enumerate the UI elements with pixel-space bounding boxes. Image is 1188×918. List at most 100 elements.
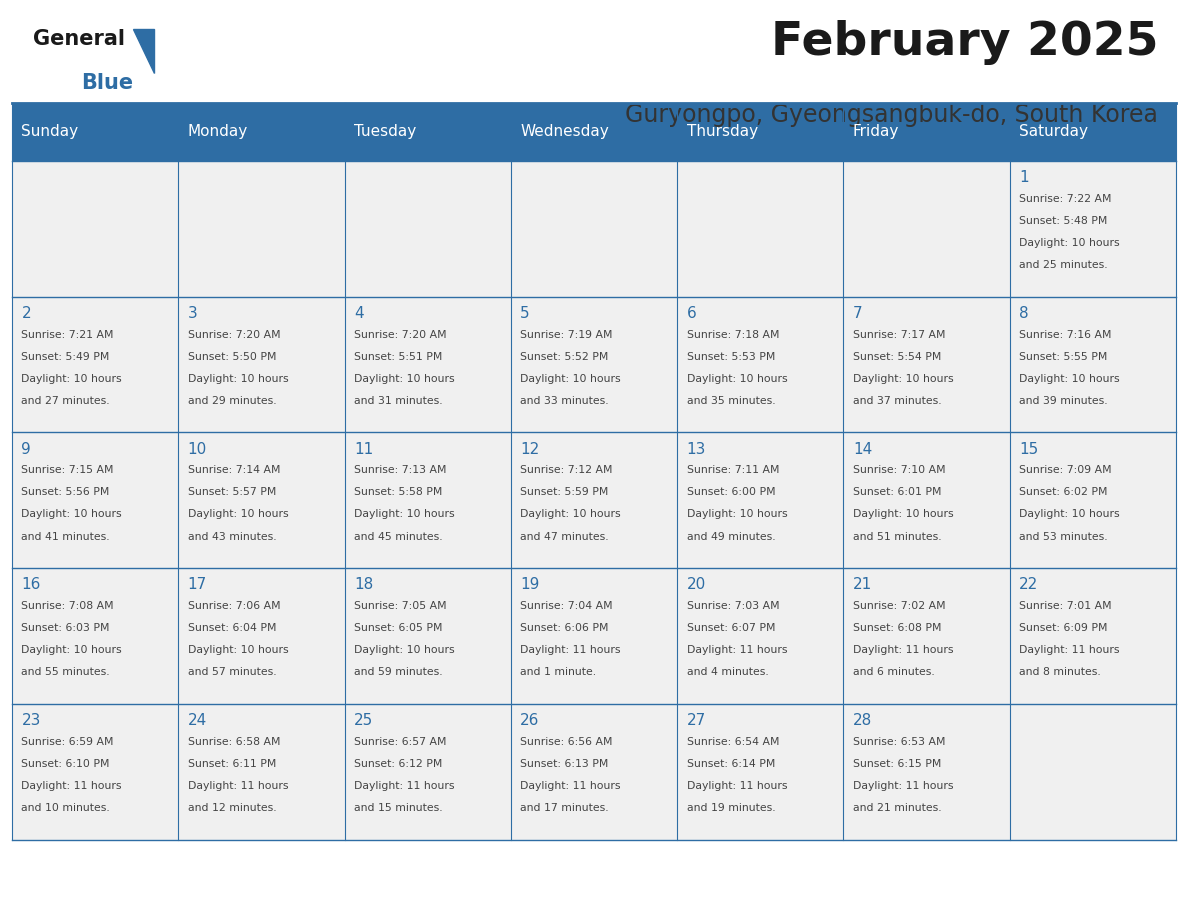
Text: Sunrise: 6:58 AM: Sunrise: 6:58 AM xyxy=(188,737,280,747)
Bar xyxy=(843,432,1010,568)
Text: Sunrise: 6:59 AM: Sunrise: 6:59 AM xyxy=(21,737,114,747)
Bar xyxy=(1010,568,1176,704)
Text: Sunset: 5:50 PM: Sunset: 5:50 PM xyxy=(188,352,276,362)
Bar xyxy=(511,432,677,568)
Text: Sunrise: 7:16 AM: Sunrise: 7:16 AM xyxy=(1019,330,1112,340)
Text: Daylight: 10 hours: Daylight: 10 hours xyxy=(21,645,122,655)
Text: Sunrise: 7:09 AM: Sunrise: 7:09 AM xyxy=(1019,465,1112,476)
Bar xyxy=(178,103,345,161)
Text: Sunset: 6:13 PM: Sunset: 6:13 PM xyxy=(520,759,608,769)
Text: and 27 minutes.: and 27 minutes. xyxy=(21,396,110,406)
Text: Daylight: 10 hours: Daylight: 10 hours xyxy=(853,509,954,520)
Text: Saturday: Saturday xyxy=(1019,124,1088,140)
Text: Sunset: 6:00 PM: Sunset: 6:00 PM xyxy=(687,487,776,498)
Text: Daylight: 10 hours: Daylight: 10 hours xyxy=(520,509,621,520)
Text: Daylight: 10 hours: Daylight: 10 hours xyxy=(1019,238,1120,248)
Text: Sunrise: 7:20 AM: Sunrise: 7:20 AM xyxy=(188,330,280,340)
Text: Sunset: 6:07 PM: Sunset: 6:07 PM xyxy=(687,623,775,633)
Text: Sunrise: 7:21 AM: Sunrise: 7:21 AM xyxy=(21,330,114,340)
Bar xyxy=(511,161,677,297)
Text: Sunrise: 6:56 AM: Sunrise: 6:56 AM xyxy=(520,737,613,747)
Bar xyxy=(178,704,345,840)
Text: 13: 13 xyxy=(687,442,706,456)
Text: and 35 minutes.: and 35 minutes. xyxy=(687,396,776,406)
Bar xyxy=(345,704,511,840)
Bar xyxy=(178,432,345,568)
Text: and 43 minutes.: and 43 minutes. xyxy=(188,532,277,542)
Bar xyxy=(1010,432,1176,568)
Text: 25: 25 xyxy=(354,713,373,728)
Text: and 59 minutes.: and 59 minutes. xyxy=(354,667,443,677)
Text: Daylight: 11 hours: Daylight: 11 hours xyxy=(520,781,621,791)
Bar xyxy=(12,704,178,840)
Text: Sunset: 6:02 PM: Sunset: 6:02 PM xyxy=(1019,487,1107,498)
Text: Daylight: 10 hours: Daylight: 10 hours xyxy=(21,509,122,520)
Text: Sunset: 6:09 PM: Sunset: 6:09 PM xyxy=(1019,623,1107,633)
Text: Sunrise: 7:12 AM: Sunrise: 7:12 AM xyxy=(520,465,613,476)
Bar xyxy=(345,432,511,568)
Text: Daylight: 10 hours: Daylight: 10 hours xyxy=(188,374,289,384)
Text: Sunrise: 6:54 AM: Sunrise: 6:54 AM xyxy=(687,737,779,747)
Text: Wednesday: Wednesday xyxy=(520,124,609,140)
Bar xyxy=(843,704,1010,840)
Bar xyxy=(12,161,178,297)
Text: Sunset: 5:57 PM: Sunset: 5:57 PM xyxy=(188,487,276,498)
Text: Daylight: 10 hours: Daylight: 10 hours xyxy=(21,374,122,384)
Bar xyxy=(677,432,843,568)
Bar xyxy=(345,161,511,297)
Text: Friday: Friday xyxy=(853,124,899,140)
Text: 20: 20 xyxy=(687,577,706,592)
Text: Sunset: 5:51 PM: Sunset: 5:51 PM xyxy=(354,352,442,362)
Text: and 21 minutes.: and 21 minutes. xyxy=(853,803,942,813)
Text: Sunset: 6:06 PM: Sunset: 6:06 PM xyxy=(520,623,608,633)
Text: 24: 24 xyxy=(188,713,207,728)
Text: Daylight: 10 hours: Daylight: 10 hours xyxy=(687,509,788,520)
Bar xyxy=(843,103,1010,161)
Text: Daylight: 11 hours: Daylight: 11 hours xyxy=(853,645,954,655)
Text: Daylight: 11 hours: Daylight: 11 hours xyxy=(687,781,788,791)
Bar xyxy=(1010,297,1176,432)
Text: 19: 19 xyxy=(520,577,539,592)
Bar xyxy=(843,568,1010,704)
Text: Sunset: 5:48 PM: Sunset: 5:48 PM xyxy=(1019,216,1107,226)
Text: and 10 minutes.: and 10 minutes. xyxy=(21,803,110,813)
Text: Sunset: 6:04 PM: Sunset: 6:04 PM xyxy=(188,623,276,633)
Text: Daylight: 10 hours: Daylight: 10 hours xyxy=(1019,509,1120,520)
Text: 3: 3 xyxy=(188,306,197,320)
Text: 11: 11 xyxy=(354,442,373,456)
Text: Sunrise: 7:20 AM: Sunrise: 7:20 AM xyxy=(354,330,447,340)
Text: Sunset: 5:53 PM: Sunset: 5:53 PM xyxy=(687,352,775,362)
Text: and 6 minutes.: and 6 minutes. xyxy=(853,667,935,677)
Text: 2: 2 xyxy=(21,306,31,320)
Bar xyxy=(843,161,1010,297)
Text: Daylight: 10 hours: Daylight: 10 hours xyxy=(1019,374,1120,384)
Text: Sunrise: 7:02 AM: Sunrise: 7:02 AM xyxy=(853,601,946,611)
Text: and 12 minutes.: and 12 minutes. xyxy=(188,803,277,813)
Text: and 17 minutes.: and 17 minutes. xyxy=(520,803,609,813)
Text: Daylight: 10 hours: Daylight: 10 hours xyxy=(354,645,455,655)
Text: Daylight: 11 hours: Daylight: 11 hours xyxy=(1019,645,1120,655)
Text: 22: 22 xyxy=(1019,577,1038,592)
Text: and 19 minutes.: and 19 minutes. xyxy=(687,803,776,813)
Text: Sunrise: 7:11 AM: Sunrise: 7:11 AM xyxy=(687,465,779,476)
Text: 23: 23 xyxy=(21,713,40,728)
Text: and 41 minutes.: and 41 minutes. xyxy=(21,532,110,542)
Text: Sunset: 6:11 PM: Sunset: 6:11 PM xyxy=(188,759,276,769)
Text: Sunset: 6:05 PM: Sunset: 6:05 PM xyxy=(354,623,442,633)
Text: and 47 minutes.: and 47 minutes. xyxy=(520,532,609,542)
Text: Blue: Blue xyxy=(81,73,133,94)
Text: Sunrise: 6:57 AM: Sunrise: 6:57 AM xyxy=(354,737,447,747)
Polygon shape xyxy=(133,29,154,73)
Bar xyxy=(345,568,511,704)
Text: February 2025: February 2025 xyxy=(771,20,1158,65)
Bar xyxy=(511,568,677,704)
Bar xyxy=(677,568,843,704)
Text: and 51 minutes.: and 51 minutes. xyxy=(853,532,942,542)
Bar xyxy=(12,568,178,704)
Bar xyxy=(12,297,178,432)
Text: Sunset: 5:58 PM: Sunset: 5:58 PM xyxy=(354,487,442,498)
Text: and 15 minutes.: and 15 minutes. xyxy=(354,803,443,813)
Text: Sunset: 6:08 PM: Sunset: 6:08 PM xyxy=(853,623,941,633)
Bar xyxy=(1010,103,1176,161)
Text: Daylight: 10 hours: Daylight: 10 hours xyxy=(188,645,289,655)
